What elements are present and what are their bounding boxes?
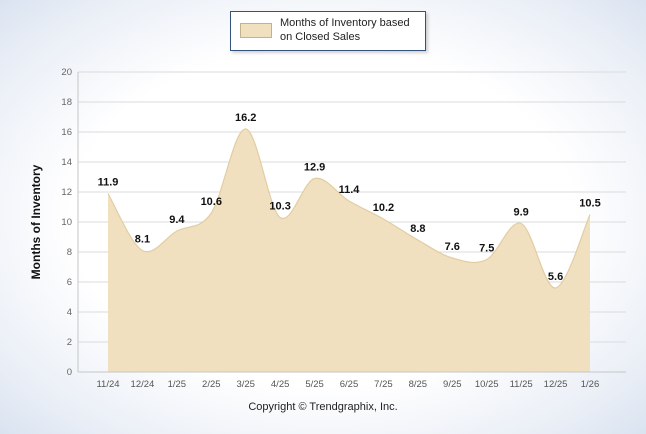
y-tick-label: 0 (67, 367, 72, 378)
data-label: 7.5 (479, 243, 494, 255)
x-tick-label: 11/24 (96, 379, 119, 390)
y-tick-label: 16 (61, 127, 72, 138)
legend-label: Months of Inventory based on Closed Sale… (280, 17, 410, 43)
y-axis-title: Months of Inventory (29, 164, 43, 280)
x-tick-label: 10/25 (475, 379, 499, 390)
y-tick-label: 20 (61, 67, 72, 78)
data-label: 10.3 (269, 201, 290, 213)
data-label: 9.9 (513, 207, 528, 219)
data-label: 8.8 (410, 223, 425, 235)
chart-legend: Months of Inventory based on Closed Sale… (230, 11, 426, 51)
x-tick-label: 11/25 (510, 379, 533, 390)
y-tick-label: 2 (67, 337, 72, 348)
y-tick-label: 4 (67, 307, 72, 318)
data-label: 16.2 (235, 112, 256, 124)
data-label: 11.9 (98, 177, 119, 189)
x-tick-label: 8/25 (409, 379, 428, 390)
y-tick-label: 6 (67, 277, 72, 288)
data-label: 8.1 (135, 234, 150, 246)
x-tick-label: 6/25 (340, 379, 359, 390)
copyright-text: Copyright © Trendgraphix, Inc. (248, 401, 398, 413)
x-tick-label: 9/25 (443, 379, 462, 390)
y-tick-label: 18 (61, 97, 72, 108)
data-label: 5.6 (548, 271, 563, 283)
x-tick-label: 12/25 (544, 379, 568, 390)
data-label: 12.9 (304, 162, 325, 174)
data-label: 10.2 (373, 202, 394, 214)
data-label: 11.4 (339, 184, 361, 196)
x-tick-label: 3/25 (236, 379, 255, 390)
data-label: 7.6 (445, 241, 460, 253)
data-label: 9.4 (169, 214, 185, 226)
y-tick-label: 8 (67, 247, 72, 258)
x-tick-label: 1/25 (168, 379, 187, 390)
area-series (108, 128, 590, 372)
x-tick-label: 12/24 (131, 379, 155, 390)
data-label: 10.5 (579, 198, 600, 210)
legend-swatch-icon (240, 23, 272, 39)
y-tick-label: 10 (61, 217, 72, 228)
data-label: 10.6 (201, 196, 222, 208)
y-tick-label: 12 (61, 187, 72, 198)
x-tick-label: 1/26 (581, 379, 600, 390)
x-tick-label: 2/25 (202, 379, 221, 390)
x-tick-label: 7/25 (374, 379, 393, 390)
y-tick-label: 14 (61, 157, 72, 168)
area-edge-line (107, 128, 591, 289)
x-tick-label: 5/25 (305, 379, 324, 390)
x-tick-label: 4/25 (271, 379, 290, 390)
